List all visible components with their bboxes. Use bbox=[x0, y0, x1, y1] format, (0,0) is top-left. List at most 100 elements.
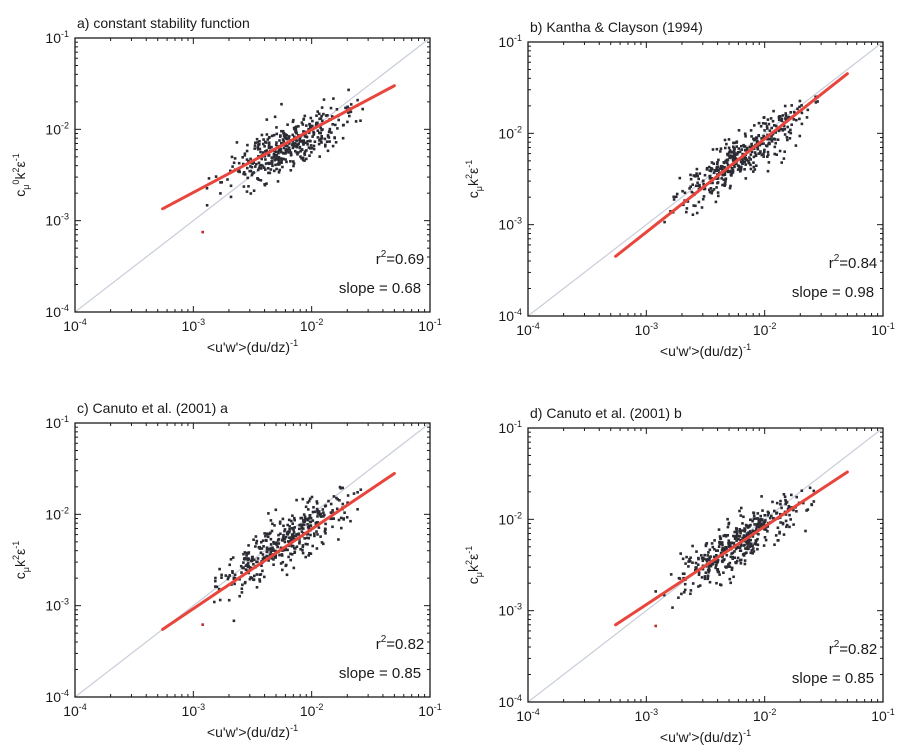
data-point bbox=[249, 157, 252, 161]
outlier-point bbox=[654, 624, 658, 628]
x-tick-label: 10-3 bbox=[635, 707, 659, 724]
data-point bbox=[320, 128, 323, 132]
ticks bbox=[74, 37, 431, 313]
data-point bbox=[735, 140, 739, 143]
data-point bbox=[716, 177, 720, 180]
data-point bbox=[782, 157, 786, 160]
data-point bbox=[281, 539, 285, 542]
data-point bbox=[716, 568, 720, 571]
data-point bbox=[681, 189, 684, 193]
data-point bbox=[770, 140, 774, 143]
data-point bbox=[311, 135, 314, 138]
data-point bbox=[732, 149, 736, 153]
data-point bbox=[281, 138, 285, 141]
data-point bbox=[734, 561, 737, 564]
data-point bbox=[276, 180, 280, 183]
data-point bbox=[790, 493, 793, 497]
data-point bbox=[749, 129, 753, 132]
data-point bbox=[316, 521, 320, 524]
x-tick-label-base: 10 bbox=[182, 318, 198, 334]
data-point bbox=[703, 173, 707, 177]
data-point bbox=[286, 548, 289, 552]
y-axis-label-part: -1 bbox=[464, 160, 474, 168]
y-tick-label-exp: -2 bbox=[514, 510, 522, 520]
data-point bbox=[290, 153, 293, 156]
data-point bbox=[690, 190, 694, 194]
data-point bbox=[263, 532, 266, 535]
data-point bbox=[698, 584, 702, 587]
data-point bbox=[299, 524, 302, 527]
data-point bbox=[265, 141, 268, 144]
data-point bbox=[750, 142, 753, 146]
data-point bbox=[718, 540, 721, 544]
data-point bbox=[307, 499, 311, 503]
data-point bbox=[323, 530, 327, 533]
data-point bbox=[707, 551, 710, 554]
data-point bbox=[812, 500, 816, 503]
data-point bbox=[740, 165, 743, 169]
data-point bbox=[766, 513, 770, 517]
data-point bbox=[767, 161, 771, 164]
data-point bbox=[278, 160, 281, 163]
data-point bbox=[785, 135, 789, 139]
data-point bbox=[715, 186, 718, 189]
data-point bbox=[763, 528, 766, 531]
data-point bbox=[728, 169, 732, 173]
y-tick-label-exp: -4 bbox=[61, 688, 69, 698]
data-point bbox=[265, 546, 269, 549]
data-point bbox=[762, 544, 766, 547]
y-tick-label-exp: -3 bbox=[514, 602, 522, 612]
y-axis-label-part: -1 bbox=[464, 546, 474, 554]
data-point bbox=[733, 165, 736, 169]
data-point bbox=[329, 502, 333, 506]
r-squared-value: =0.84 bbox=[839, 255, 877, 272]
data-point bbox=[663, 220, 666, 224]
data-point bbox=[256, 177, 259, 180]
data-point bbox=[778, 129, 781, 132]
y-tick-label-base: 10 bbox=[45, 598, 61, 614]
data-point bbox=[729, 156, 733, 159]
data-point bbox=[286, 533, 290, 536]
data-point bbox=[775, 501, 779, 505]
data-point bbox=[264, 538, 268, 542]
data-point bbox=[716, 191, 720, 194]
data-point bbox=[306, 523, 309, 526]
data-point bbox=[253, 144, 257, 147]
data-point bbox=[730, 151, 734, 154]
data-point bbox=[294, 149, 297, 153]
x-tick-label: 10-3 bbox=[635, 321, 659, 338]
data-point bbox=[298, 137, 302, 141]
data-point bbox=[755, 523, 759, 526]
data-point bbox=[278, 520, 282, 524]
data-point bbox=[295, 145, 299, 149]
data-point bbox=[757, 134, 760, 137]
data-point bbox=[782, 124, 786, 128]
data-point bbox=[258, 547, 262, 550]
data-point bbox=[268, 553, 272, 556]
data-point bbox=[727, 543, 731, 546]
data-point bbox=[764, 519, 767, 522]
data-point bbox=[804, 529, 807, 533]
data-point bbox=[752, 165, 756, 169]
data-point bbox=[271, 164, 274, 168]
data-point bbox=[356, 491, 359, 494]
data-point bbox=[280, 129, 283, 133]
data-point bbox=[322, 515, 325, 518]
data-point bbox=[315, 500, 319, 503]
data-point bbox=[713, 560, 716, 563]
x-tick-label: 10-2 bbox=[300, 317, 324, 334]
data-point bbox=[287, 518, 291, 522]
data-point bbox=[783, 104, 787, 108]
data-point bbox=[724, 146, 727, 150]
data-point bbox=[271, 548, 275, 551]
data-point bbox=[766, 510, 770, 514]
data-point bbox=[747, 531, 750, 534]
data-point bbox=[258, 140, 261, 143]
data-point bbox=[246, 176, 249, 180]
data-point bbox=[287, 151, 290, 154]
data-point bbox=[238, 170, 241, 174]
data-point bbox=[284, 133, 287, 136]
data-point bbox=[260, 564, 263, 567]
data-point bbox=[340, 526, 343, 530]
data-point bbox=[749, 163, 752, 167]
